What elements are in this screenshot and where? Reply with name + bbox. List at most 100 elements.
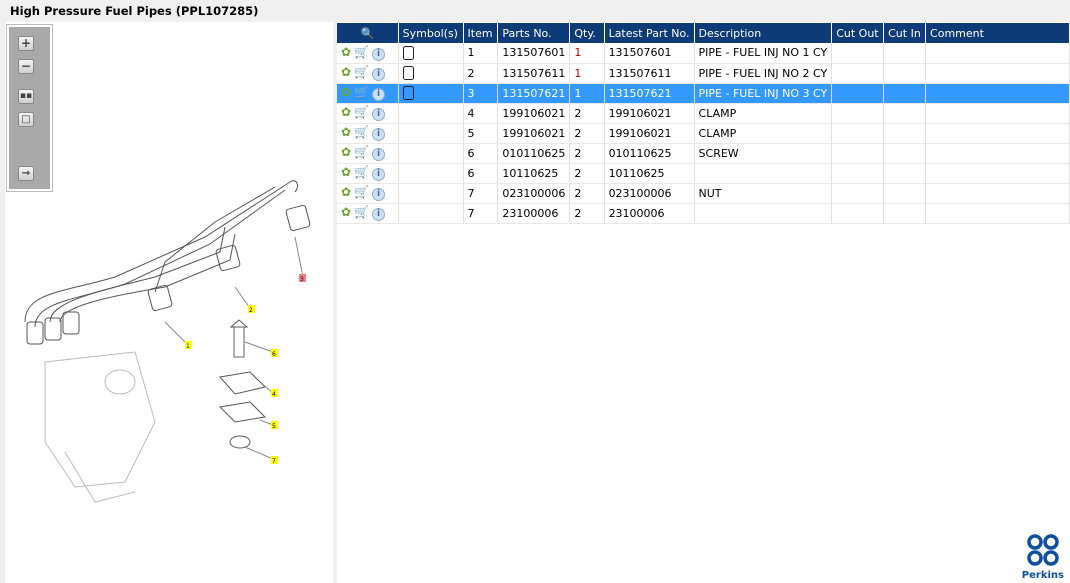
parts-no-cell: 199106021	[497, 123, 571, 144]
symbol-cell	[398, 143, 464, 164]
zoom-in-button[interactable]: +	[18, 36, 34, 51]
comment-cell	[925, 163, 1070, 184]
cut-out-cell	[831, 203, 885, 224]
header-qty[interactable]: Qty.	[569, 23, 605, 43]
table-row[interactable]: ✿ 🛒 i 6 010110625 2 010110625 SCREW	[337, 143, 1070, 164]
header-symbols[interactable]: Symbol(s)	[398, 23, 464, 43]
header-description[interactable]: Description	[694, 23, 833, 43]
cart-icon[interactable]: 🛒	[354, 85, 370, 99]
cut-out-cell	[831, 103, 885, 124]
callout-6: 6	[272, 351, 276, 358]
row-actions: ✿ 🛒 i	[337, 183, 399, 204]
gear-icon[interactable]: ✿	[341, 185, 352, 199]
comment-cell	[925, 203, 1070, 224]
cut-in-cell	[883, 43, 927, 64]
table-row[interactable]: ✿ 🛒 i 2 131507611 1 131507611 PIPE - FUEL …	[337, 63, 1070, 84]
info-icon[interactable]: i	[372, 88, 386, 101]
magnifier-icon[interactable]: 🔍	[360, 26, 375, 40]
cart-icon[interactable]: 🛒	[354, 205, 370, 219]
row-actions: ✿ 🛒 i	[337, 203, 399, 224]
gear-icon[interactable]: ✿	[341, 145, 352, 159]
header-item[interactable]: Item	[463, 23, 499, 43]
table-row[interactable]: ✿ 🛒 i 3 131507621 1 131507621 PIPE - FUEL …	[337, 83, 1070, 104]
description-cell: CLAMP	[694, 123, 833, 144]
export-button[interactable]: →	[18, 166, 34, 181]
symbol-cell	[398, 183, 464, 204]
gear-icon[interactable]: ✿	[341, 205, 352, 219]
symbol-cell	[398, 163, 464, 184]
parts-no-cell: 131507611	[497, 63, 571, 84]
header-comment[interactable]: Comment	[925, 23, 1070, 43]
exploded-diagram: 1 2 3 4 5 6 7	[24, 180, 311, 503]
header-parts-no[interactable]: Parts No.	[497, 23, 571, 43]
parts-no-cell: 131507601	[497, 43, 571, 64]
cut-out-cell	[831, 83, 885, 104]
info-icon[interactable]: i	[372, 208, 386, 221]
symbol-cell	[398, 203, 464, 224]
callout-4: 4	[272, 391, 276, 398]
cart-icon[interactable]: 🛒	[354, 125, 370, 139]
symbol-cell	[398, 103, 464, 124]
callout-3: 3	[300, 276, 304, 283]
table-row[interactable]: ✿ 🛒 i 1 131507601 1 131507601 PIPE - FUEL …	[337, 43, 1070, 64]
parts-list-panel: 🔍 Symbol(s) Item Parts No. Qty. Latest P…	[337, 22, 1070, 583]
row-actions: ✿ 🛒 i	[337, 123, 399, 144]
cart-icon[interactable]: 🛒	[354, 185, 370, 199]
qty-cell: 1	[569, 43, 605, 64]
callout-7: 7	[272, 458, 276, 465]
parts-no-cell: 023100006	[497, 183, 571, 204]
search-column-header[interactable]: 🔍	[337, 23, 399, 43]
actual-size-button[interactable]: □	[18, 112, 34, 127]
table-row[interactable]: ✿ 🛒 i 7 23100006 2 23100006	[337, 203, 1070, 224]
comment-cell	[925, 103, 1070, 124]
table-row[interactable]: ✿ 🛒 i 4 199106021 2 199106021 CLAMP	[337, 103, 1070, 124]
qty-cell: 2	[569, 163, 605, 184]
info-icon[interactable]: i	[372, 47, 386, 61]
info-icon[interactable]: i	[372, 128, 386, 141]
cart-icon[interactable]: 🛒	[354, 165, 370, 179]
cart-icon[interactable]: 🛒	[354, 145, 370, 159]
gear-icon[interactable]: ✿	[341, 165, 352, 179]
fit-view-button[interactable]: ▪▪	[18, 89, 34, 104]
qty-cell: 2	[569, 203, 605, 224]
comment-cell	[925, 83, 1070, 104]
cart-icon[interactable]: 🛒	[354, 44, 370, 59]
header-cut-in[interactable]: Cut In	[883, 23, 927, 43]
diagram-panel[interactable]: + − ▪▪ □ → 1 2 3 4	[5, 22, 333, 583]
perkins-emblem-icon	[1027, 534, 1059, 566]
row-actions: ✿ 🛒 i	[337, 163, 399, 184]
info-icon[interactable]: i	[372, 68, 386, 81]
item-cell: 6	[463, 143, 499, 164]
cut-in-cell	[883, 183, 927, 204]
logo-text: Perkins	[1021, 570, 1064, 581]
info-icon[interactable]: i	[372, 108, 386, 121]
table-row[interactable]: ✿ 🛒 i 5 199106021 2 199106021 CLAMP	[337, 123, 1070, 144]
latest-part-no-cell: 023100006	[604, 183, 695, 204]
header-latest-part-no[interactable]: Latest Part No.	[604, 23, 695, 43]
info-icon[interactable]: i	[372, 168, 386, 181]
gear-icon[interactable]: ✿	[341, 105, 352, 119]
table-row[interactable]: ✿ 🛒 i 7 023100006 2 023100006 NUT	[337, 183, 1070, 204]
cart-icon[interactable]: 🛒	[354, 105, 370, 119]
header-cut-out[interactable]: Cut Out	[831, 23, 885, 43]
parts-no-cell: 10110625	[497, 163, 571, 184]
comment-cell	[925, 43, 1070, 64]
description-cell	[694, 163, 833, 184]
zoom-out-button[interactable]: −	[18, 59, 34, 74]
row-actions: ✿ 🛒 i	[337, 103, 399, 124]
table-row[interactable]: ✿ 🛒 i 6 10110625 2 10110625	[337, 163, 1070, 184]
gear-icon[interactable]: ✿	[341, 85, 352, 99]
gear-icon[interactable]: ✿	[341, 125, 352, 139]
info-icon[interactable]: i	[372, 148, 386, 161]
cart-icon[interactable]: 🛒	[354, 65, 370, 79]
info-icon[interactable]: i	[372, 188, 386, 201]
row-actions: ✿ 🛒 i	[337, 63, 399, 84]
description-cell: NUT	[694, 183, 833, 204]
gear-icon[interactable]: ✿	[341, 44, 352, 59]
cut-in-cell	[883, 163, 927, 184]
gear-icon[interactable]: ✿	[341, 65, 352, 79]
item-cell: 4	[463, 103, 499, 124]
cut-in-cell	[883, 143, 927, 164]
row-actions: ✿ 🛒 i	[337, 143, 399, 164]
cut-out-cell	[831, 123, 885, 144]
